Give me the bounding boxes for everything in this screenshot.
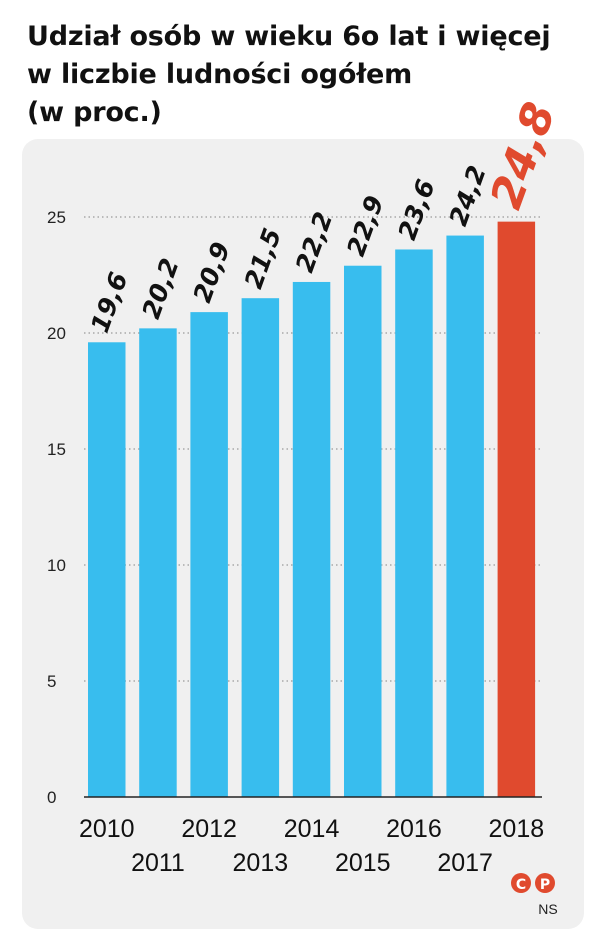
credit: C P NS <box>511 873 558 917</box>
bar <box>344 265 382 798</box>
bar <box>395 249 433 798</box>
logo-letter-p: P <box>540 877 550 893</box>
bar <box>88 342 126 797</box>
author-initials: NS <box>538 901 557 917</box>
value-label: 22,2 <box>290 208 338 276</box>
y-tick-label: 15 <box>47 440 66 459</box>
logo-letter-c: C <box>516 877 526 893</box>
title-line-2: w liczbie ludności ogółem <box>27 59 413 90</box>
bar <box>241 298 280 797</box>
value-label: 20,2 <box>136 255 184 323</box>
value-label: 24,8 <box>481 96 566 215</box>
x-tick-label: 2018 <box>489 815 545 843</box>
value-label: 21,5 <box>239 224 287 292</box>
bar <box>139 328 177 797</box>
title-line-1: Udział osób w wieku 6o lat i więcej <box>27 21 551 52</box>
y-tick-label: 25 <box>47 208 66 227</box>
x-tick-label: 2012 <box>181 815 237 843</box>
bar <box>446 235 484 797</box>
x-tick-label: 2010 <box>79 815 135 843</box>
chart-title: Udział osób w wieku 6o lat i więcej w li… <box>27 18 587 132</box>
bar <box>292 281 331 798</box>
value-label: 23,6 <box>392 176 440 244</box>
y-tick-label: 0 <box>47 788 56 807</box>
x-axis-ticks: 2010 2011 2012 2013 2014 2015 2016 2017 2018 <box>79 815 544 877</box>
bar <box>497 221 536 797</box>
x-tick-label: 2014 <box>284 815 340 843</box>
y-tick-label: 20 <box>47 324 66 343</box>
value-label: 20,9 <box>188 238 236 306</box>
bars <box>88 221 536 798</box>
copyright-icon <box>511 873 531 893</box>
value-label: 19,6 <box>85 268 133 336</box>
x-tick-label: 2017 <box>437 849 493 877</box>
value-label: 22,9 <box>341 192 389 260</box>
x-tick-label: 2015 <box>335 849 391 877</box>
x-tick-label: 2016 <box>386 815 442 843</box>
x-tick-label: 2011 <box>131 849 185 877</box>
bar <box>190 312 228 797</box>
y-axis-ticks: 0 5 10 15 20 25 <box>47 208 66 807</box>
publisher-icon <box>535 873 555 893</box>
x-tick-label: 2013 <box>233 849 289 877</box>
title-line-3: (w proc.) <box>27 97 162 128</box>
y-tick-label: 5 <box>47 672 56 691</box>
y-tick-label: 10 <box>47 556 66 575</box>
